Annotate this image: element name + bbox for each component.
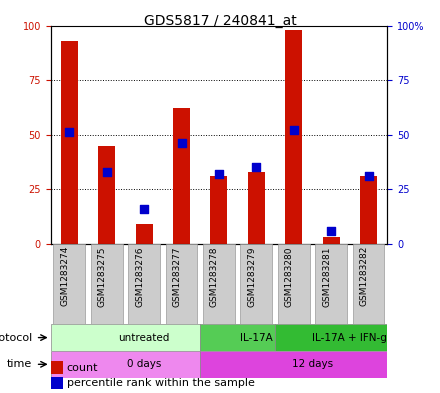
Point [103, 169, 110, 175]
Bar [53, 244, 85, 324]
Point [327, 228, 335, 234]
Text: GSM1283274: GSM1283274 [60, 246, 70, 307]
Bar [51, 361, 63, 373]
Text: protocol: protocol [0, 332, 32, 343]
Text: IL-17A + IFN-g: IL-17A + IFN-g [312, 332, 387, 343]
Bar [278, 244, 310, 324]
Point [365, 173, 372, 179]
Text: GSM1283275: GSM1283275 [98, 246, 107, 307]
Bar [51, 324, 200, 351]
Text: GSM1283280: GSM1283280 [285, 246, 294, 307]
Bar [315, 244, 347, 324]
Bar [136, 224, 153, 244]
Bar [98, 145, 115, 244]
Text: percentile rank within the sample: percentile rank within the sample [67, 378, 255, 388]
Bar [203, 244, 235, 324]
Bar [165, 244, 198, 324]
Bar [323, 237, 340, 244]
Text: 0 days: 0 days [127, 359, 161, 369]
Point [141, 206, 148, 212]
Point [253, 164, 260, 171]
Point [290, 127, 297, 133]
Text: untreated: untreated [118, 332, 170, 343]
Bar [200, 351, 387, 378]
Bar [91, 244, 123, 324]
Bar [210, 176, 227, 244]
Text: GDS5817 / 240841_at: GDS5817 / 240841_at [143, 14, 297, 28]
Text: GSM1283277: GSM1283277 [172, 246, 181, 307]
Bar [352, 244, 385, 324]
Point [178, 140, 185, 147]
Point [216, 171, 223, 177]
Bar [128, 244, 160, 324]
Bar [61, 41, 78, 244]
Bar [240, 244, 272, 324]
Text: time: time [7, 359, 32, 369]
Bar [200, 324, 275, 351]
Text: GSM1283276: GSM1283276 [135, 246, 144, 307]
Text: 12 days: 12 days [292, 359, 333, 369]
Bar [248, 172, 265, 244]
Bar [173, 108, 190, 244]
Bar [285, 30, 302, 244]
Text: GSM1283279: GSM1283279 [247, 246, 256, 307]
Point [66, 129, 73, 136]
Bar [275, 324, 387, 351]
Text: GSM1283281: GSM1283281 [322, 246, 331, 307]
Text: GSM1283282: GSM1283282 [359, 246, 368, 307]
Bar [51, 351, 200, 378]
Text: IL-17A: IL-17A [240, 332, 273, 343]
Text: count: count [67, 362, 98, 373]
Bar [360, 176, 377, 244]
Bar [51, 377, 63, 389]
Text: GSM1283278: GSM1283278 [210, 246, 219, 307]
